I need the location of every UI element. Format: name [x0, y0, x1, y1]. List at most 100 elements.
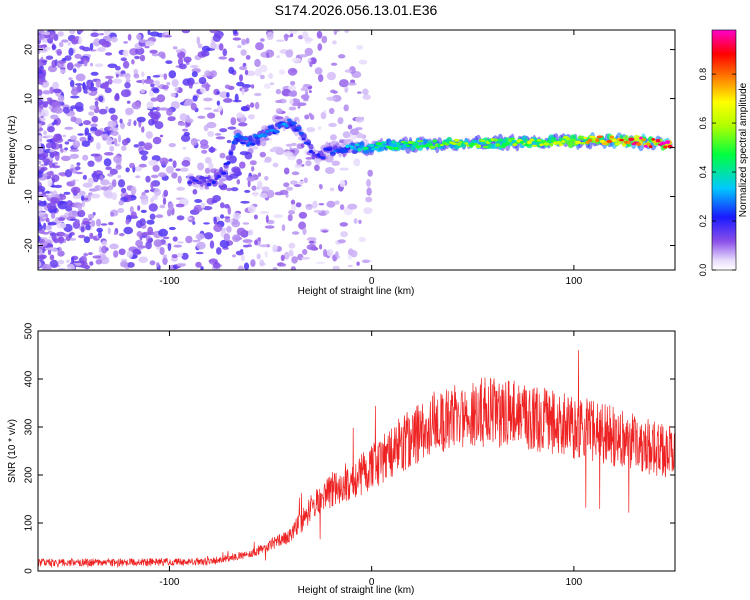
spectrogram-noise-blob [236, 112, 244, 119]
spectrogram-noise-blob [330, 89, 336, 94]
spectrogram-noise-blob [217, 105, 223, 112]
spectrogram-noise-blob [84, 127, 90, 136]
spectrogram-noise-blob [62, 134, 67, 138]
spectrogram-noise-blob [293, 117, 298, 122]
spectrogram-noise-blob [297, 253, 304, 261]
colorbar-ticks: 0.0 0.2 0.4 0.6 0.8 [698, 68, 736, 276]
snr-x-axis-label: Height of straight line (km) [298, 585, 415, 596]
spectrogram-noise-blob [190, 64, 199, 69]
spectrogram-noise-blob [237, 122, 248, 127]
spectrogram-noise-blob [38, 113, 42, 118]
spectrogram-noise-blob [117, 179, 126, 188]
spectrogram-noise-blob [87, 177, 95, 185]
spectrogram-noise-blob [105, 52, 113, 56]
spectrogram-noise-blob [366, 179, 371, 187]
spectrogram-ridge-cell [274, 130, 280, 134]
spectrogram-noise-blob [144, 189, 150, 193]
spectrogram-noise-blob [152, 136, 162, 145]
spectrogram-noise-blob [115, 92, 120, 100]
spectrogram-noise-blob [56, 48, 62, 56]
spectrogram-noise-blob [150, 97, 158, 102]
spectrogram-noise-blob [240, 105, 249, 112]
spectrogram-noise-blob [328, 122, 337, 128]
colorbar-label: Normalized spectral amplitude [738, 82, 749, 217]
spectrogram-noise-blob [361, 259, 370, 264]
spectrogram-noise-blob [148, 118, 155, 126]
spectrogram-noise-blob [115, 164, 122, 170]
spectrogram-noise-blob [247, 205, 256, 214]
spectrogram-noise-blob [326, 249, 334, 257]
spectrogram-noise-blob [98, 245, 103, 254]
spectrogram-ridge-cell [585, 140, 590, 144]
spectrogram-noise-blob [326, 71, 336, 81]
spectrogram-noise-blob [253, 191, 258, 197]
spectrogram-ridge-cell [464, 142, 469, 145]
spectrogram-noise-blob [242, 62, 247, 67]
spectrogram-noise-blob [256, 253, 261, 260]
spectrogram-noise-blob [278, 69, 286, 75]
spectrogram-noise-blob [249, 102, 255, 108]
spectrogram-ridge-cell [226, 161, 231, 165]
spectrogram-noise-blob [236, 179, 241, 185]
spectrogram-noise-blob [120, 187, 127, 194]
spectrogram-noise-blob [94, 100, 99, 106]
spectrogram-noise-blob [232, 254, 236, 258]
spectrogram-noise-blob [162, 197, 167, 205]
spectrogram-noise-blob [237, 44, 242, 49]
spectrogram-noise-blob [46, 97, 53, 101]
spectrogram-noise-blob [103, 152, 114, 156]
spectrogram-ridge-cell [422, 138, 428, 144]
spectrogram-noise-blob [149, 213, 156, 220]
spectrogram-ridge-cell [196, 181, 203, 185]
spectrogram-ridge-cell [547, 140, 551, 143]
spectrogram-noise-blob [347, 203, 358, 210]
spectrogram-noise-blob [173, 244, 182, 248]
spectrogram-noise-blob [61, 193, 66, 198]
spectrogram-noise-blob [70, 116, 77, 123]
spectrogram-ridge-cell [237, 135, 244, 139]
spectrogram-noise-blob [179, 167, 189, 172]
spectrogram-noise-blob [219, 152, 226, 159]
spectrogram-noise-blob [357, 133, 365, 139]
spectrogram-ridge-cell [316, 153, 321, 157]
spectrogram-noise-blob [339, 79, 349, 88]
spectrogram-noise-blob [38, 235, 41, 242]
spectrogram-noise-blob [240, 249, 244, 252]
spectrogram-noise-blob [156, 262, 160, 268]
spectrogram-noise-blob [146, 101, 154, 110]
spectrogram-ridge-cell [492, 138, 499, 142]
spectrogram-noise-blob [109, 168, 118, 175]
spectrogram-noise-blob [305, 157, 313, 160]
spectrogram-noise-blob [297, 35, 304, 40]
spectrogram-noise-blob [83, 197, 89, 201]
spectrogram-ridge-cell [416, 140, 424, 143]
spectrogram-noise-blob [126, 250, 134, 258]
spectrogram-noise-blob [244, 69, 249, 76]
spectrogram-noise-blob [57, 259, 65, 265]
spectrogram-noise-blob [276, 39, 285, 42]
colorbar-tick-label: 0.2 [698, 215, 708, 228]
spectrogram-noise-blob [38, 206, 43, 212]
spectrogram-ridge-cell [308, 143, 314, 150]
spectrogram-noise-blob [208, 147, 216, 153]
spectrogram-noise-blob [138, 256, 149, 264]
spectrogram-noise-blob [197, 115, 206, 119]
spectrogram-noise-blob [87, 160, 95, 167]
spectrogram-noise-blob [209, 240, 215, 249]
spectrogram-noise-blob [51, 44, 57, 50]
spectrogram-noise-blob [125, 107, 134, 115]
spectrogram-noise-blob [257, 237, 261, 242]
spectrogram-noise-blob [149, 49, 158, 54]
spectrogram-noise-blob [90, 82, 95, 88]
spectrogram-noise-blob [280, 263, 287, 267]
spectrogram-noise-blob [343, 104, 349, 112]
spectrogram-ridge-cell [202, 178, 207, 183]
spectrogram-noise-blob [92, 41, 100, 46]
spectrogram-noise-blob [304, 114, 310, 120]
spectrogram-noise-blob [253, 214, 258, 220]
spectrogram-noise-blob [204, 232, 214, 240]
snr-frame [37, 330, 676, 572]
spectrogram-noise-blob [204, 167, 211, 174]
spectrogram-ridge-cell [453, 138, 460, 142]
